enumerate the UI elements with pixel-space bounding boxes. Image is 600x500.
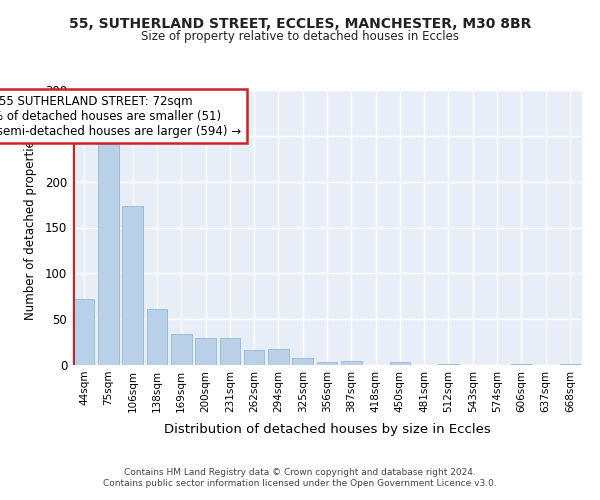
Bar	[74, 299, 94, 365]
Bar	[438, 364, 459, 365]
Text: 55 SUTHERLAND STREET: 72sqm
← 8% of detached houses are smaller (51)
92% of semi: 55 SUTHERLAND STREET: 72sqm ← 8% of deta…	[0, 94, 241, 138]
Bar	[317, 362, 337, 365]
Text: Contains HM Land Registry data © Crown copyright and database right 2024.
Contai: Contains HM Land Registry data © Crown c…	[103, 468, 497, 487]
Y-axis label: Number of detached properties: Number of detached properties	[23, 134, 37, 320]
Bar	[171, 334, 191, 365]
Bar	[389, 362, 410, 365]
Bar	[146, 309, 167, 365]
Bar	[341, 362, 362, 365]
Bar	[511, 364, 532, 365]
Bar	[244, 350, 265, 365]
Bar	[122, 206, 143, 365]
Text: Size of property relative to detached houses in Eccles: Size of property relative to detached ho…	[141, 30, 459, 43]
Bar	[98, 144, 119, 365]
Bar	[195, 338, 216, 365]
X-axis label: Distribution of detached houses by size in Eccles: Distribution of detached houses by size …	[164, 423, 490, 436]
Bar	[268, 350, 289, 365]
Text: 55, SUTHERLAND STREET, ECCLES, MANCHESTER, M30 8BR: 55, SUTHERLAND STREET, ECCLES, MANCHESTE…	[69, 18, 531, 32]
Bar	[292, 358, 313, 365]
Bar	[220, 338, 240, 365]
Bar	[560, 364, 580, 365]
